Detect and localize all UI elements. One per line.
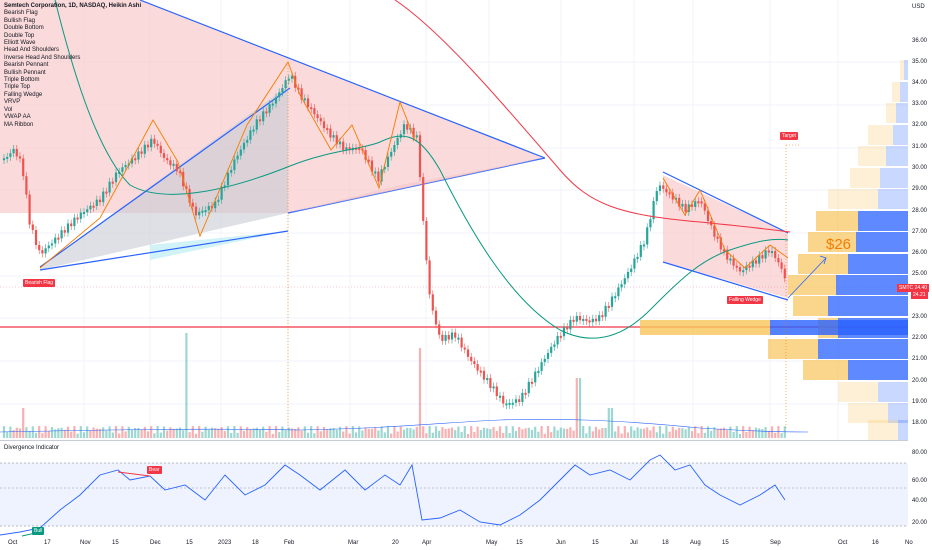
divergence-line xyxy=(0,454,786,536)
time-label: Aug xyxy=(690,540,701,546)
legend-item[interactable]: Bearish Pennant xyxy=(4,62,49,69)
time-label: 15 xyxy=(186,540,193,546)
time-label: 18 xyxy=(252,540,259,546)
falling-wedge-badge: Falling Wedge xyxy=(727,296,763,304)
target-badge: Target xyxy=(780,132,798,140)
bull-badge: Bull xyxy=(32,527,45,535)
elliott-wave xyxy=(39,60,416,269)
time-label: 15 xyxy=(516,540,523,546)
legend-item[interactable]: Inverse Head And Shoulders xyxy=(4,54,81,61)
time-label: 15 xyxy=(722,540,729,546)
time-label: No xyxy=(905,540,913,546)
legend-item[interactable]: MA Ribbon xyxy=(4,121,34,128)
oscillator-axis: 80.00 60.00 40.00 20.00 xyxy=(912,450,928,526)
volume-profile xyxy=(640,60,908,440)
legend-item[interactable]: Elliott Wave xyxy=(4,40,36,47)
legend-item[interactable]: Bullish Flag xyxy=(4,17,36,24)
time-label: Oct xyxy=(8,540,18,546)
legend-item[interactable]: Triple Top xyxy=(4,84,31,91)
divergence-title: Divergence Indicator xyxy=(4,445,60,451)
legend-item[interactable]: Triple Bottom xyxy=(4,77,40,84)
time-label: Sep xyxy=(770,540,781,546)
time-label: Oct xyxy=(838,540,848,546)
time-label: May xyxy=(486,540,498,546)
legend-item[interactable]: Falling Wedge xyxy=(4,91,43,98)
time-label: Apr xyxy=(422,540,432,546)
divergence-indicator-pane[interactable] xyxy=(0,440,908,538)
ma-slow-line xyxy=(394,0,791,233)
time-label: Dec xyxy=(150,540,161,546)
ticker-price-tag: SMTC 24.40 xyxy=(897,284,930,292)
bear-badge: Bear xyxy=(147,466,162,474)
ma-fast-line xyxy=(54,0,789,339)
legend-item[interactable]: Bullish Pennant xyxy=(4,69,46,76)
time-label: 20 xyxy=(392,540,399,546)
target-price-label: $26 xyxy=(826,236,852,253)
price-tag-2: 24.21 xyxy=(911,291,928,299)
legend-item[interactable]: Double Bottom xyxy=(4,25,44,32)
chart-title: Semtech Corporation, 1D, NASDAQ, Heikin … xyxy=(4,3,142,9)
time-label: Feb xyxy=(284,540,295,546)
bearish-flag-badge: Bearish Flag xyxy=(23,279,56,287)
time-label: Mar xyxy=(348,540,359,546)
time-label: 18 xyxy=(662,540,669,546)
time-axis[interactable]: Oct 17 Nov 15 Dec 15 2023 18 Feb Mar 20 Apr May 15 Jun… xyxy=(0,538,913,550)
price-axis[interactable]: USD 36.00 35.00 34.00 33.00 32.00 31.00 … xyxy=(912,4,928,426)
time-label: 15 xyxy=(592,540,599,546)
price-chart[interactable] xyxy=(0,0,908,440)
legend-item[interactable]: Vol xyxy=(4,106,13,113)
time-label: 15 xyxy=(112,540,119,546)
indicator-legend[interactable]: Semtech Corporation, 1D, NASDAQ, Heikin … xyxy=(4,3,141,129)
time-label: Nov xyxy=(80,540,91,546)
currency-label: USD xyxy=(912,4,925,10)
time-label: 17 xyxy=(44,540,51,546)
legend-item[interactable]: VRVP xyxy=(4,99,21,106)
time-label: Jul xyxy=(630,540,638,546)
legend-item[interactable]: Bearish Flag xyxy=(4,10,38,17)
legend-item[interactable]: Head And Shoulders xyxy=(4,47,60,54)
legend-item[interactable]: VWAP AA xyxy=(4,114,31,121)
volume-bars xyxy=(2,333,786,438)
time-label: 16 xyxy=(872,540,879,546)
time-label: 2023 xyxy=(218,540,232,546)
time-label: Jun xyxy=(556,540,566,546)
legend-item[interactable]: Double Top xyxy=(4,32,35,39)
